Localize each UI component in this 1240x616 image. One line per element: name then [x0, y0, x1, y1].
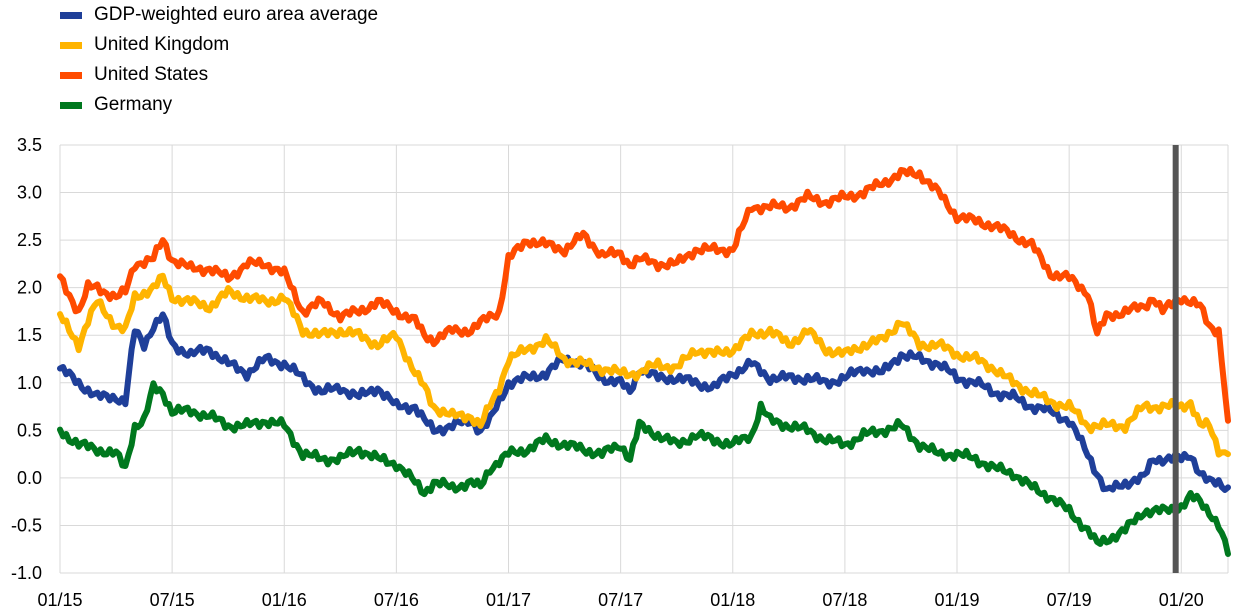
- legend: GDP-weighted euro area average United Ki…: [60, 0, 378, 120]
- x-tick-label: 01/15: [37, 590, 82, 610]
- x-tick-label: 07/17: [598, 590, 643, 610]
- y-tick-label: 2.5: [17, 230, 42, 250]
- x-tick-label: 01/17: [486, 590, 531, 610]
- legend-swatch: [60, 71, 82, 79]
- plot-series: [57, 165, 1231, 557]
- series-line: [57, 380, 1231, 557]
- x-tick-label: 07/18: [822, 590, 867, 610]
- legend-item-germany: Germany: [60, 90, 378, 120]
- legend-swatch: [60, 41, 82, 49]
- legend-item-uk: United Kingdom: [60, 30, 378, 60]
- x-tick-label: 07/16: [374, 590, 419, 610]
- x-tick-label: 01/20: [1159, 590, 1204, 610]
- legend-label: GDP-weighted euro area average: [94, 4, 379, 25]
- y-tick-label: -0.5: [11, 515, 42, 535]
- x-tick-label: 01/19: [935, 590, 980, 610]
- y-tick-label: 2.0: [17, 278, 42, 298]
- y-tick-label: 0.0: [17, 468, 42, 488]
- y-tick-label: 0.5: [17, 420, 42, 440]
- y-tick-label: 1.0: [17, 373, 42, 393]
- series-line: [57, 272, 1231, 458]
- grid-lines: [59, 144, 1229, 574]
- legend-label: United Kingdom: [94, 34, 230, 55]
- series-line: [57, 165, 1231, 424]
- x-tick-label: 07/19: [1047, 590, 1092, 610]
- x-tick-label: 01/16: [262, 590, 307, 610]
- legend-swatch: [60, 11, 82, 19]
- legend-label: United States: [94, 64, 209, 85]
- x-axis-ticks: 01/15 07/15 01/16 07/16 01/17 07/17 01/18 07/18…: [37, 590, 1203, 610]
- legend-item-us: United States: [60, 60, 378, 90]
- legend-item-euro-area: GDP-weighted euro area average: [60, 0, 378, 30]
- x-tick-label: 01/18: [710, 590, 755, 610]
- y-tick-label: 1.5: [17, 325, 42, 345]
- y-tick-label: -1.0: [11, 563, 42, 583]
- x-tick-label: 07/15: [150, 590, 195, 610]
- y-tick-label: 3.0: [17, 183, 42, 203]
- legend-swatch: [60, 101, 82, 109]
- legend-label: Germany: [94, 94, 173, 115]
- y-tick-label: 3.5: [17, 135, 42, 155]
- y-axis-ticks: 3.5 3.0 2.5 2.0 1.5 1.0 0.5 0.0 -0.5 -1.0: [11, 135, 42, 583]
